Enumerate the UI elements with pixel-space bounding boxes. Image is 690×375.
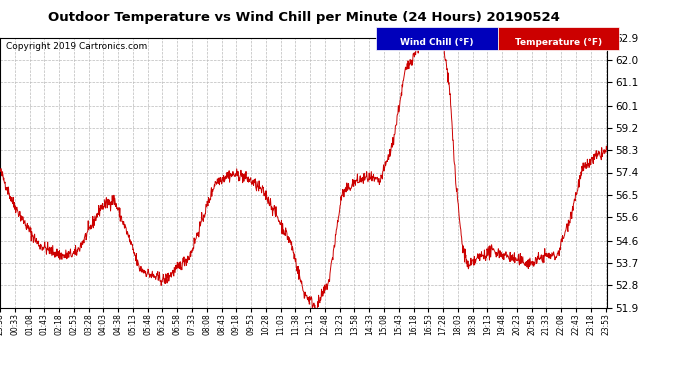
Text: Temperature (°F): Temperature (°F) [515,38,602,47]
Text: Copyright 2019 Cartronics.com: Copyright 2019 Cartronics.com [6,42,148,51]
Text: Outdoor Temperature vs Wind Chill per Minute (24 Hours) 20190524: Outdoor Temperature vs Wind Chill per Mi… [48,11,560,24]
Text: Wind Chill (°F): Wind Chill (°F) [400,38,474,47]
FancyBboxPatch shape [498,27,620,50]
FancyBboxPatch shape [377,27,498,50]
